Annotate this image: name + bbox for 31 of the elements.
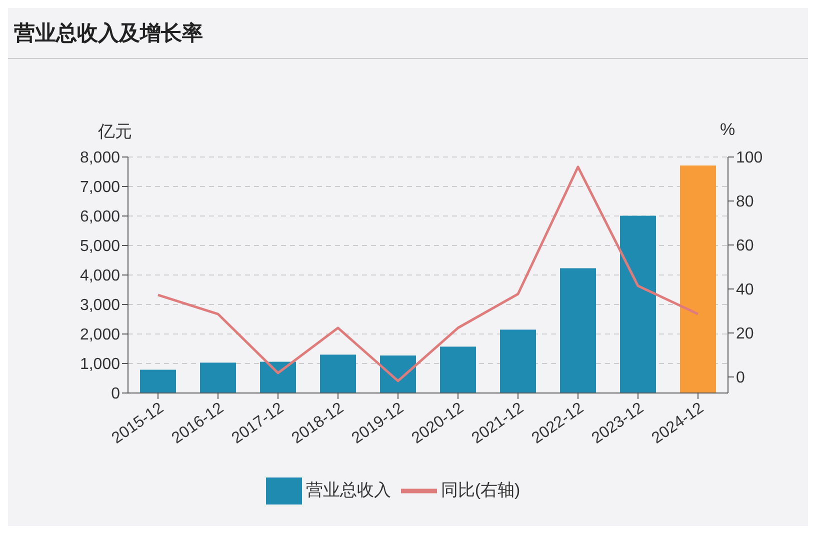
y2-tick-label: 100 [736, 150, 763, 167]
y-tick-label: 2,000 [80, 326, 120, 344]
y2-axis-title: % [720, 120, 736, 140]
y-tick-label: 4,000 [80, 268, 120, 285]
y-tick-label: 6,000 [80, 208, 120, 226]
bar [440, 346, 476, 393]
y2-tick-label: 40 [736, 282, 754, 299]
bar [140, 370, 176, 393]
bar [500, 330, 536, 393]
y-tick-label: 0 [111, 386, 120, 403]
y2-tick-label: 0 [736, 370, 745, 387]
y2-tick-label: 80 [736, 194, 754, 211]
bar [380, 356, 416, 393]
y2-tick-label: 60 [736, 238, 754, 255]
bar [260, 362, 296, 393]
legend-label: 营业总收入 [306, 480, 391, 500]
bar [680, 166, 716, 393]
y-tick-label: 8,000 [80, 150, 120, 167]
y-tick-label: 5,000 [80, 238, 120, 256]
bar [560, 268, 596, 393]
bar [200, 362, 236, 393]
bar [620, 216, 656, 393]
y2-tick-label: 20 [736, 326, 754, 343]
y-tick-label: 1,000 [80, 356, 120, 374]
legend-label: 同比(右轴) [440, 480, 520, 500]
bar [320, 354, 356, 393]
chart-title: 营业总收入及增长率 [8, 8, 808, 59]
line-series [156, 166, 700, 382]
y-tick-label: 7,000 [80, 179, 120, 196]
y-axis-title: 亿元 [98, 121, 132, 143]
y-tick-label: 3,000 [80, 297, 120, 314]
